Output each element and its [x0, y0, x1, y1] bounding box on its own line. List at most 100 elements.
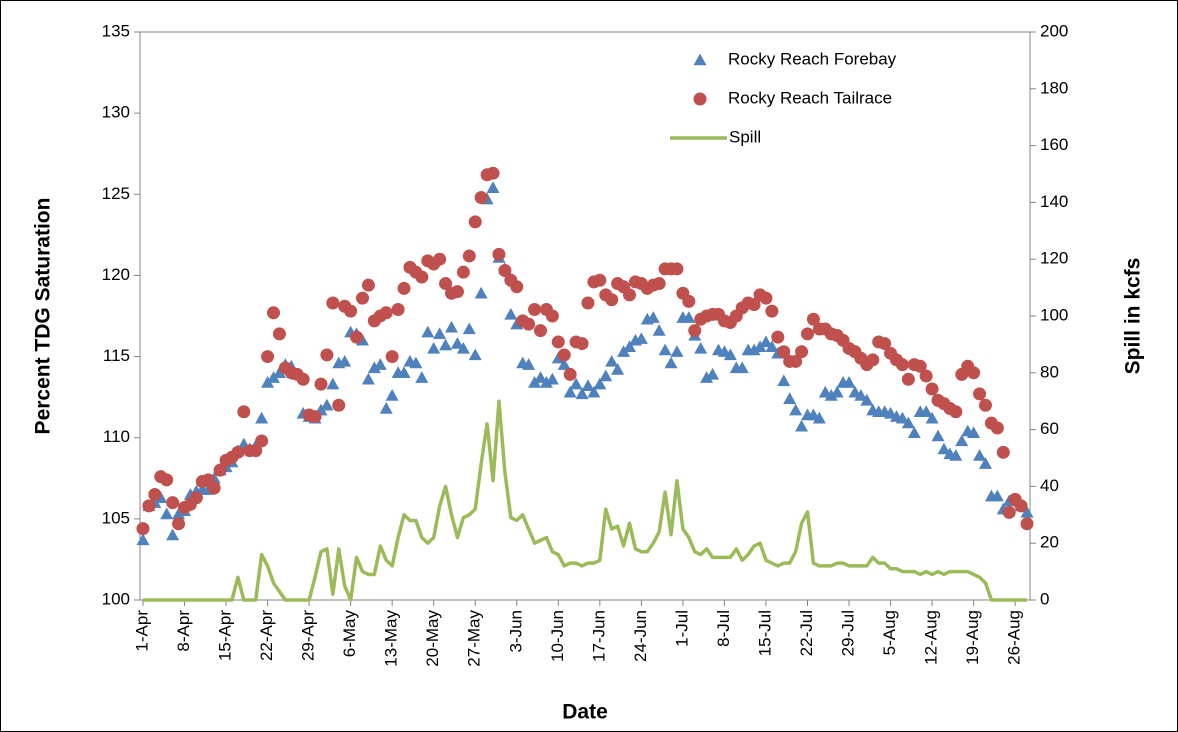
tailrace-point — [148, 488, 162, 502]
tailrace-point — [136, 522, 150, 536]
x-tick-label: 8-Apr — [174, 610, 193, 652]
forebay-point — [468, 348, 482, 361]
tailrace-point — [272, 327, 286, 341]
forebay-point — [534, 371, 547, 383]
y2-tick-label: 100 — [1040, 305, 1068, 324]
tailrace-point — [563, 367, 577, 381]
legend-marker — [693, 53, 707, 66]
x-tick-label: 22-Apr — [257, 610, 276, 661]
forebay-point — [842, 376, 856, 388]
tailrace-point — [213, 463, 227, 477]
forebay-point — [415, 371, 429, 383]
tailrace-point — [866, 353, 880, 367]
forebay-point — [611, 363, 625, 375]
x-tick-label: 29-Apr — [299, 610, 318, 661]
tailrace-point — [777, 345, 791, 359]
tailrace-point — [878, 337, 892, 351]
tailrace-point — [925, 382, 939, 396]
legend-label: Rocky Reach Forebay — [728, 49, 897, 68]
forebay-point — [563, 385, 577, 398]
forebay-point — [949, 449, 963, 461]
y2-tick-label: 140 — [1040, 192, 1068, 211]
forebay-point — [373, 358, 387, 370]
tailrace-point — [160, 473, 174, 487]
tailrace-point — [895, 358, 909, 372]
tailrace-point — [1014, 499, 1028, 513]
forebay-point — [409, 356, 423, 369]
forebay-point — [931, 429, 945, 442]
forebay-point — [367, 361, 381, 374]
forebay-point — [682, 311, 696, 323]
forebay-point — [456, 341, 470, 354]
tailrace-point — [320, 348, 334, 362]
tailrace-point — [652, 277, 666, 291]
legend-label: Spill — [729, 127, 761, 146]
tailrace-point — [528, 303, 542, 317]
forebay-point — [925, 411, 939, 424]
forebay-point — [172, 507, 186, 520]
y-tick-label: 120 — [102, 265, 130, 284]
tailrace-point — [255, 434, 269, 448]
forebay-point — [723, 348, 737, 361]
forebay-point — [522, 358, 536, 370]
y-tick-label: 135 — [102, 21, 130, 40]
tailrace-point — [385, 350, 399, 364]
forebay-point — [830, 385, 844, 398]
tailrace-point — [901, 372, 915, 386]
x-tick-label: 10-Jun — [548, 610, 567, 662]
forebay-point — [338, 354, 352, 367]
tailrace-point — [314, 377, 328, 391]
forebay-point — [854, 389, 868, 401]
tailrace-point — [356, 291, 369, 305]
tailrace-point — [379, 306, 393, 320]
tailrace-point — [522, 317, 536, 331]
forebay-point — [450, 337, 464, 349]
forebay-point — [747, 343, 761, 356]
forebay-point — [445, 320, 458, 333]
forebay-point — [545, 372, 559, 385]
forebay-point — [652, 324, 666, 336]
tailrace-point — [344, 304, 358, 318]
forebay-point — [955, 434, 969, 447]
tailrace-point — [806, 312, 820, 326]
tailrace-point — [801, 327, 814, 341]
tailrace-point — [391, 303, 405, 317]
y-tick-label: 115 — [103, 346, 130, 365]
tailrace-point — [688, 324, 702, 338]
forebay-point — [646, 311, 660, 323]
forebay-point — [664, 356, 678, 369]
forebay-point — [474, 286, 488, 299]
forebay-point — [504, 307, 518, 320]
forebay-point — [439, 338, 453, 351]
tailrace-point — [593, 273, 607, 287]
y2-tick-label: 40 — [1040, 476, 1059, 495]
forebay-point — [937, 442, 951, 455]
y-tick-label: 100 — [102, 589, 130, 608]
x-tick-label: 24-Jun — [631, 610, 650, 662]
tailrace-point — [450, 285, 464, 299]
tailrace-point — [166, 496, 180, 510]
x-tick-label: 1-Jul — [672, 610, 691, 647]
tailrace-point — [789, 354, 803, 368]
y-axis-title: Percent TDG Saturation — [32, 198, 55, 435]
forebay-point — [759, 335, 773, 348]
y-tick-label: 125 — [102, 184, 130, 203]
tailrace-point — [397, 281, 411, 295]
x-tick-label: 15-Jul — [755, 610, 774, 656]
forebay-point — [979, 457, 992, 469]
tailrace-point — [581, 296, 595, 310]
tailrace-point — [492, 247, 506, 261]
forebay-point — [539, 376, 553, 388]
forebay-point — [658, 343, 672, 356]
forebay-point — [379, 402, 393, 414]
x-axis-title: Date — [562, 701, 608, 724]
x-tick-label: 5-Aug — [880, 610, 899, 655]
y-tick-label: 110 — [103, 427, 130, 446]
tailrace-point — [462, 249, 476, 263]
y2-tick-label: 80 — [1040, 362, 1059, 381]
y2-tick-label: 160 — [1040, 135, 1068, 154]
forebay-point — [735, 361, 749, 374]
y-tick-label: 105 — [102, 508, 130, 527]
x-tick-label: 29-Jul — [839, 610, 858, 656]
